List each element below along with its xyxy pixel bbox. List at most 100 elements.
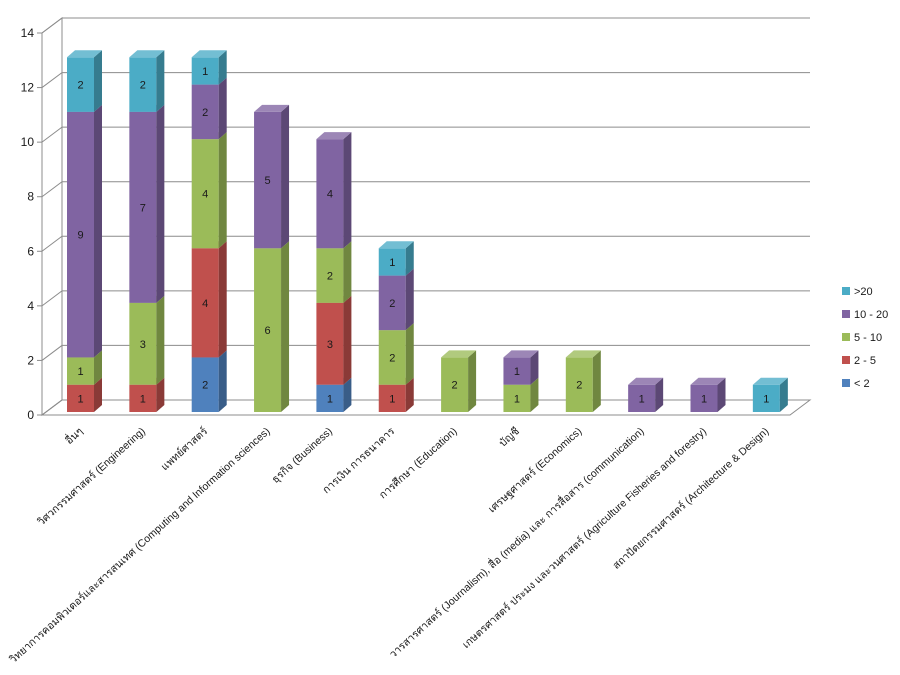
- legend-swatch: [842, 287, 850, 295]
- bar-segment-side: [405, 268, 414, 331]
- gridline: [41, 235, 810, 252]
- bar-segment: 4: [191, 132, 227, 249]
- data-label: 2: [140, 80, 146, 92]
- bar-segment-front: [316, 248, 344, 303]
- legend-item: 10 - 20: [842, 309, 888, 321]
- data-label: 5: [264, 175, 270, 187]
- legend-swatch: [842, 310, 850, 318]
- bar-segment-side: [343, 377, 352, 412]
- bar-segment-top: [565, 350, 601, 358]
- bar-segment-top: [503, 350, 539, 358]
- bar-stack: 1: [628, 377, 664, 412]
- bar-segment: 3: [316, 295, 352, 385]
- bar-segment-side: [156, 377, 165, 412]
- legend-item: 2 - 5: [842, 355, 876, 367]
- data-label: 2: [327, 271, 333, 283]
- legend-label: < 2: [854, 378, 870, 390]
- gridline: [41, 344, 810, 361]
- bar-segment: 7: [129, 104, 165, 303]
- data-label: 6: [264, 325, 270, 337]
- bar-segment-side: [218, 50, 227, 85]
- gridline: [41, 181, 810, 198]
- bar-segment-front: [67, 357, 94, 385]
- x-category-label: ธุรกิจ (Business): [270, 425, 335, 485]
- bar-segment-side: [218, 132, 227, 249]
- bar-segment-side: [94, 104, 102, 358]
- data-label: 2: [576, 380, 582, 392]
- bar-segment: 2: [67, 50, 102, 112]
- bar-segment-side: [717, 377, 726, 412]
- bar-segment-front: [378, 275, 406, 331]
- bar-stack: 11: [503, 350, 539, 412]
- bar-segment: 2: [441, 350, 477, 412]
- gridlines: [41, 17, 810, 416]
- bar-segment-side: [156, 104, 165, 303]
- bar-segment-top: [191, 50, 227, 58]
- bar-segment: 6: [254, 241, 290, 412]
- bar-segment-front: [67, 57, 94, 112]
- bar-segment-side: [655, 377, 664, 412]
- data-label: 1: [763, 393, 769, 405]
- y-tick-label: 12: [21, 81, 35, 95]
- data-label: 1: [327, 393, 333, 405]
- y-tick-label: 6: [27, 244, 34, 258]
- x-category-label: บัญชี: [496, 425, 522, 450]
- bar-segment-front: [628, 384, 656, 412]
- bar-segment-front: [191, 84, 219, 140]
- bar-segment-front: [129, 111, 157, 303]
- bar-segment-front: [254, 248, 282, 412]
- x-category-label: วิศวกรรมศาสตร์ (Engineering): [35, 425, 148, 529]
- bar-stack: 1 3 2 4: [316, 132, 352, 412]
- bar-stack: 1 3 7 2: [129, 50, 165, 412]
- y-tick-label: 14: [21, 26, 35, 40]
- bar-segment-front: [316, 139, 344, 249]
- legend-item: < 2: [842, 378, 870, 390]
- bar-segment-side: [405, 323, 414, 385]
- bar-segment-front: [565, 357, 593, 412]
- x-axis-labels: อื่นๆวิศวกรรมศาสตร์ (Engineering) แพทย์ศา…: [7, 424, 772, 666]
- data-label: 3: [140, 339, 146, 351]
- bar-segment: 2: [378, 268, 414, 331]
- bar-segment-side: [530, 377, 539, 412]
- bar-segment-top: [752, 377, 788, 385]
- bar-segment-side: [281, 241, 290, 412]
- bar-segment: 9: [67, 104, 102, 358]
- bar-segment: 2: [191, 77, 227, 140]
- bar-segment: 1: [503, 377, 539, 412]
- bar-segment-side: [405, 241, 414, 276]
- bar-segment: 1: [752, 377, 788, 412]
- legend-label: 2 - 5: [854, 355, 876, 367]
- bar-segment: 2: [565, 350, 601, 412]
- y-tick-label: 2: [27, 353, 34, 367]
- bar-segment-front: [316, 384, 344, 412]
- data-label: 1: [639, 393, 645, 405]
- bar-segment-front: [378, 248, 406, 276]
- bar-segment: 2: [129, 50, 165, 112]
- legend-label: 5 - 10: [854, 332, 882, 344]
- bar-segment-top: [378, 241, 414, 249]
- bar-segment: 5: [254, 104, 290, 249]
- legend-swatch: [842, 356, 850, 364]
- bar-stack: 1 1 9 2: [67, 50, 102, 412]
- data-label: 1: [389, 393, 395, 405]
- bar-segment-top: [628, 377, 664, 385]
- bar-segment-side: [218, 77, 227, 140]
- bar-segment: 2: [191, 350, 227, 412]
- bar-segment-front: [503, 357, 531, 385]
- bar-stack: 1 2 2 1: [378, 241, 414, 412]
- data-label: 2: [202, 107, 208, 119]
- y-tick-label: 0: [27, 408, 34, 422]
- legend-swatch: [842, 333, 850, 341]
- bar-segment-side: [281, 104, 290, 249]
- bar-segment-front: [316, 302, 344, 385]
- bar-segment-top: [690, 377, 726, 385]
- bar-segment-front: [191, 57, 219, 85]
- bar-stack: 2: [441, 350, 477, 412]
- bar-segment-front: [752, 384, 780, 412]
- data-label: 4: [327, 189, 333, 201]
- bar-segment-front: [129, 57, 157, 112]
- bar-stack: 2: [565, 350, 601, 412]
- gridline: [41, 290, 810, 307]
- data-label: 2: [389, 298, 395, 310]
